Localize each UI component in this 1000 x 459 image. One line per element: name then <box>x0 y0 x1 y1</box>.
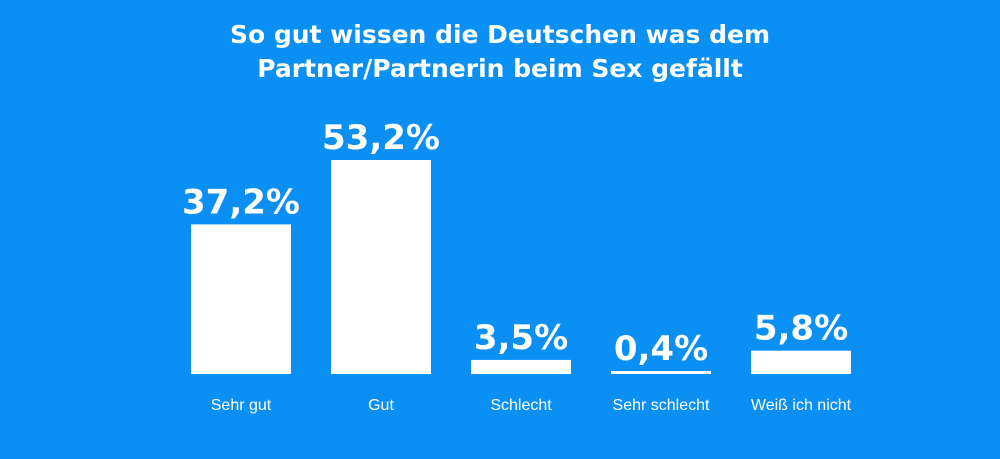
chart-title-line-1: So gut wissen die Deutschen was dem <box>229 20 771 49</box>
value-label-gut: 53,2% <box>322 118 440 158</box>
bar-schlecht <box>471 359 571 374</box>
bar-sehr-gut <box>191 224 291 374</box>
bar-gut <box>331 160 431 374</box>
value-label-sehr-gut: 37,2% <box>182 182 300 222</box>
category-label-sehr-schlecht: Sehr schlecht <box>613 397 710 414</box>
value-label-schlecht: 3,5% <box>474 318 568 358</box>
category-label-sehr-gut: Sehr gut <box>211 397 272 414</box>
bar-sehr-schlecht <box>611 371 711 374</box>
chart-title-line-2: Partner/Partnerin beim Sex gefällt <box>257 54 743 83</box>
value-label-sehr-schlecht: 0,4% <box>614 329 708 369</box>
category-label-weiss-ich-nicht: Weiß ich nicht <box>751 397 852 414</box>
value-label-weiss-ich-nicht: 5,8% <box>754 309 848 349</box>
category-label-gut: Gut <box>368 397 394 414</box>
category-label-schlecht: Schlecht <box>490 397 552 414</box>
bar-weiss-ich-nicht <box>751 350 851 374</box>
